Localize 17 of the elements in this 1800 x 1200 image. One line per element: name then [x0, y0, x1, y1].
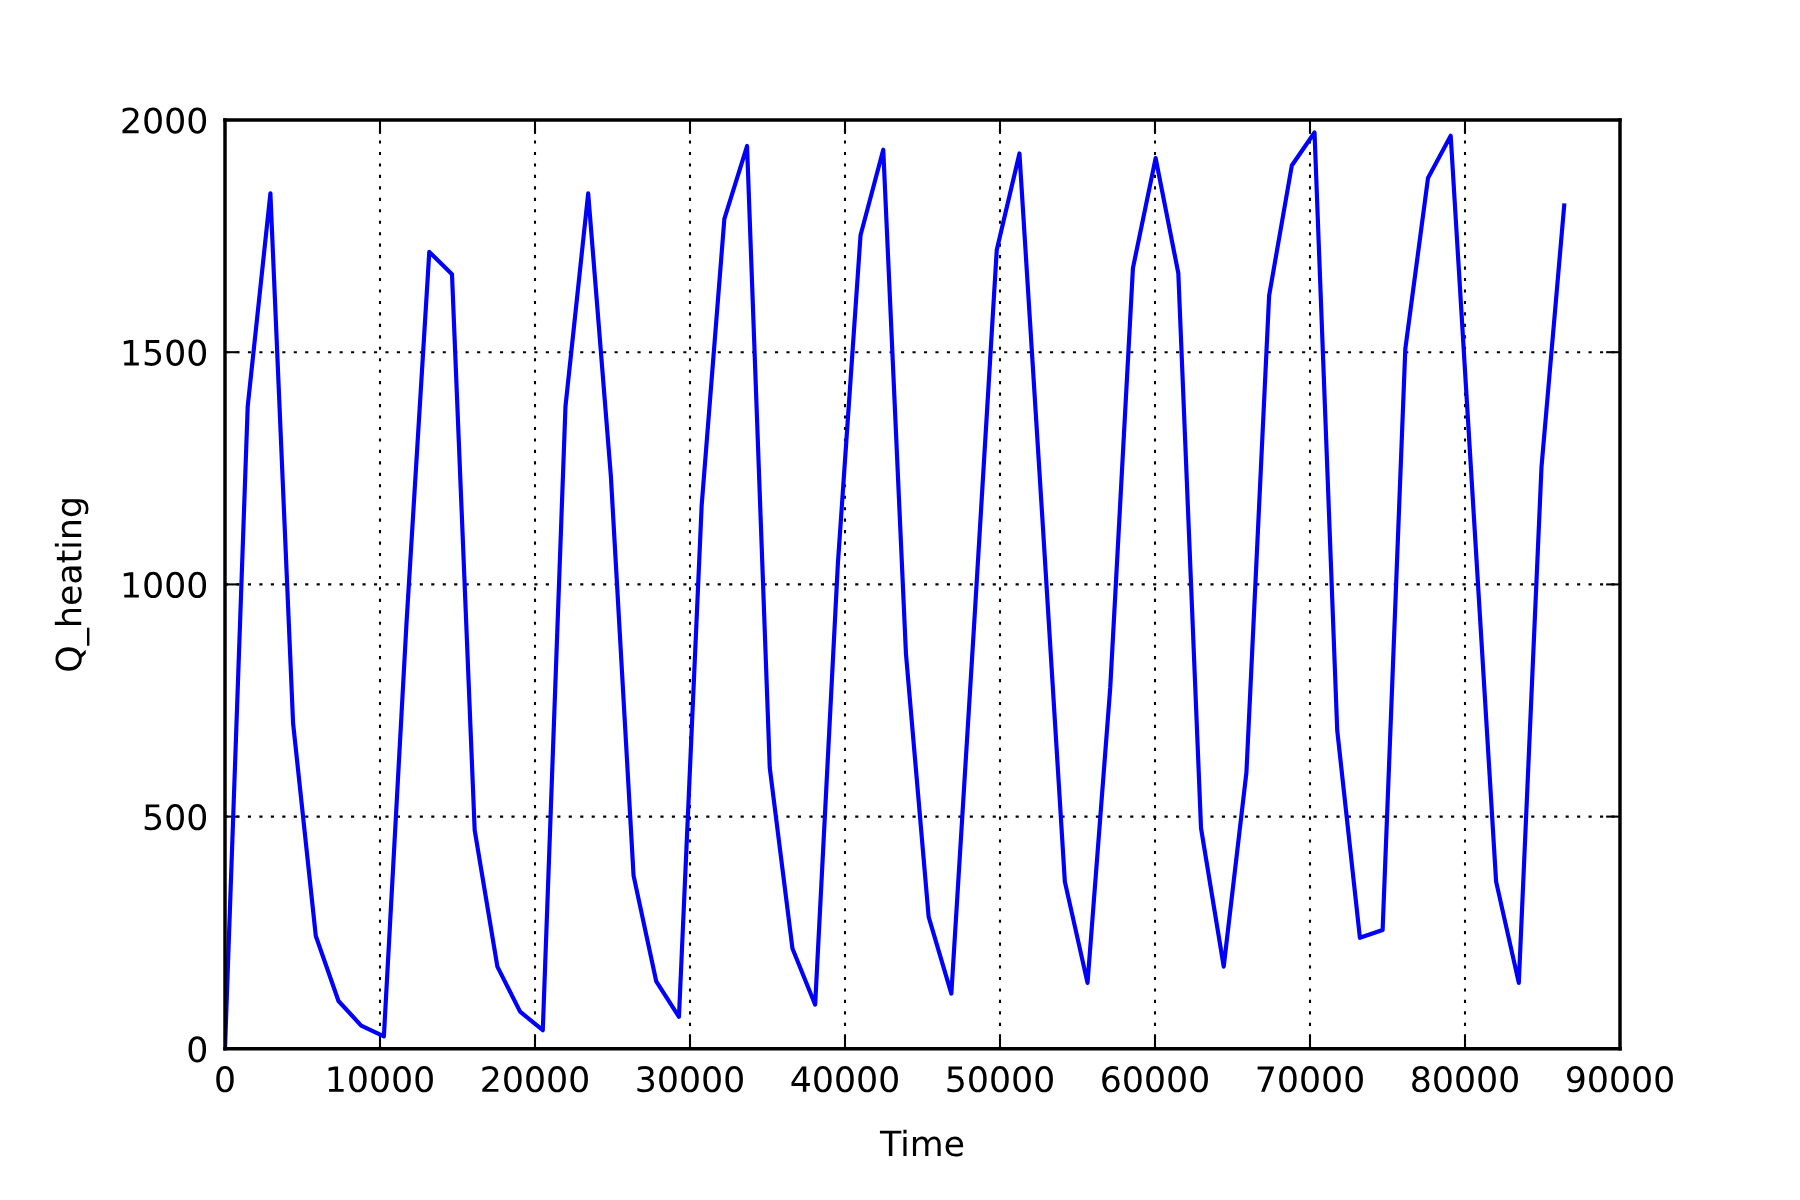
x-tick-label: 80000	[1412, 1066, 1518, 1093]
y-tick-label: 1000	[123, 571, 207, 599]
x-tick-label: 30000	[637, 1066, 743, 1093]
x-tick-label: 10000	[328, 1066, 433, 1093]
y-tick-label: 1500	[123, 339, 207, 366]
x-tick-label: 50000	[947, 1066, 1053, 1093]
y-axis-title: Q_heating	[54, 499, 90, 671]
x-tick-label: 70000	[1257, 1066, 1363, 1093]
y-tick-label: 2000	[122, 107, 207, 134]
x-tick-label: 40000	[791, 1066, 898, 1093]
x-tick-label: 60000	[1102, 1066, 1208, 1093]
y-tick-label: 0	[188, 1036, 207, 1063]
x-axis-title: Time	[879, 1129, 964, 1157]
y-tick-label: 500	[144, 804, 207, 831]
x-tick-label: 90000	[1566, 1066, 1673, 1093]
x-tick-label: 20000	[482, 1066, 588, 1093]
x-tick-label: 0	[216, 1066, 234, 1093]
